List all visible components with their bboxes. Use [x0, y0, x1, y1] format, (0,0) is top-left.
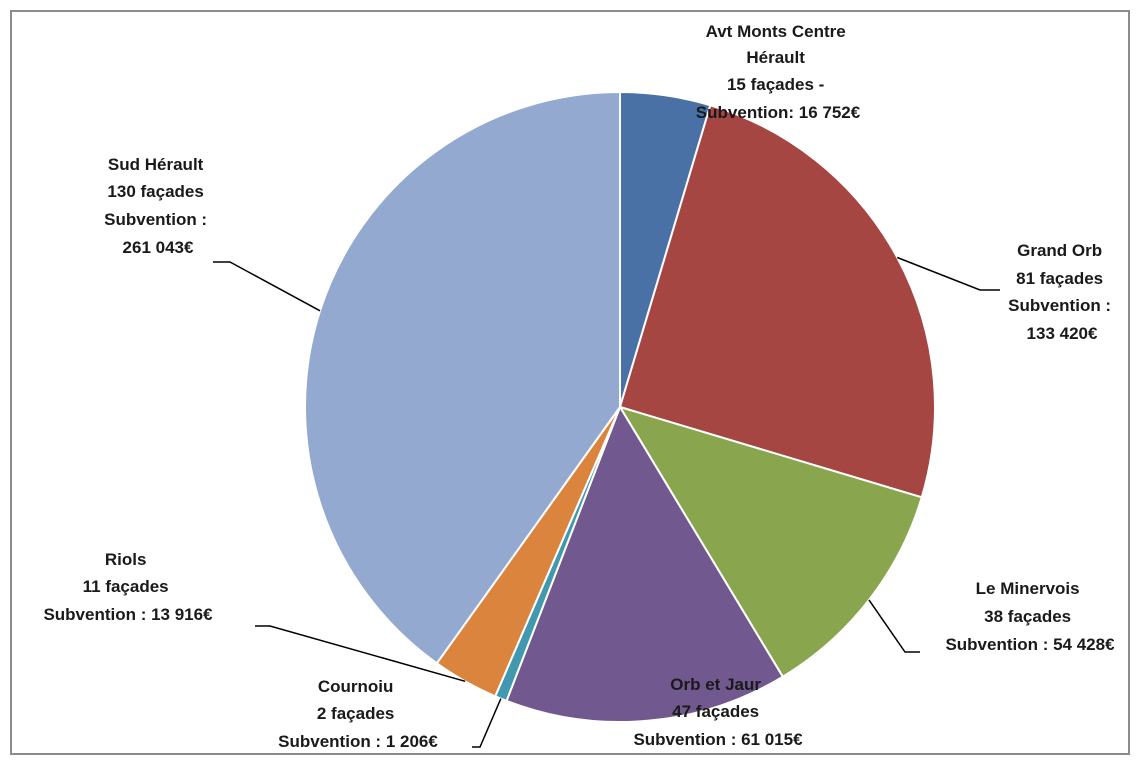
slices-layer — [304, 90, 936, 723]
label-line: Subvention : 1 206€ — [278, 732, 438, 751]
leader-line — [255, 625, 466, 683]
slice-label-grand-orb: Grand Orb 81 façades Subvention : 133 42… — [1008, 241, 1116, 343]
label-line: Sud Hérault — [108, 155, 204, 174]
label-line: 133 420€ — [1027, 324, 1098, 343]
label-line: Grand Orb — [1017, 241, 1102, 260]
label-line: Subvention : — [104, 210, 207, 229]
label-line: 130 façades — [107, 182, 203, 201]
label-line: Le Minervois — [976, 579, 1080, 598]
label-line: 38 façades — [984, 607, 1071, 626]
label-line: Avt Monts Centre — [706, 22, 846, 41]
label-line: Hérault — [746, 48, 805, 67]
slice-label-le-minervois: Le Minervois 38 façades Subvention : 54 … — [945, 579, 1115, 654]
leader-line — [213, 261, 321, 312]
label-line: Subvention : 61 015€ — [633, 730, 803, 749]
slice-label-sud-herault: Sud Hérault 130 façades Subvention : 261… — [104, 155, 212, 257]
label-line: Subvention : 13 916€ — [43, 605, 213, 624]
leader-line — [868, 599, 920, 653]
leader-line — [896, 256, 1000, 291]
label-line: Riols — [105, 550, 147, 569]
slice-label-avt-monts-centre-herault: Avt Monts Centre Hérault 15 façades - Su… — [696, 22, 861, 122]
slice-label-orb-et-jaur: Orb et Jaur 47 façades Subvention : 61 0… — [633, 675, 803, 749]
label-line: Cournoiu — [318, 677, 394, 696]
label-line: 81 façades — [1016, 269, 1103, 288]
label-line: Subvention: 16 752€ — [696, 103, 861, 122]
label-line: Subvention : — [1008, 296, 1111, 315]
leader-lines-layer — [213, 256, 1000, 748]
label-line: 11 façades — [83, 577, 169, 596]
label-line: 2 façades — [317, 704, 395, 723]
label-line: Orb et Jaur — [670, 675, 761, 694]
label-line: 47 façades — [672, 702, 759, 721]
slice-label-riols: Riols 11 façades Subvention : 13 916€ — [43, 550, 213, 624]
label-line: 261 043€ — [123, 238, 194, 257]
pie-slice-orb-et-jaur — [505, 404, 785, 723]
leader-line — [472, 698, 502, 748]
slice-label-cournou: Cournoiu 2 façades Subvention : 1 206€ — [278, 677, 438, 751]
label-line: Subvention : 54 428€ — [945, 635, 1115, 654]
label-line: 15 façades - — [727, 75, 824, 94]
